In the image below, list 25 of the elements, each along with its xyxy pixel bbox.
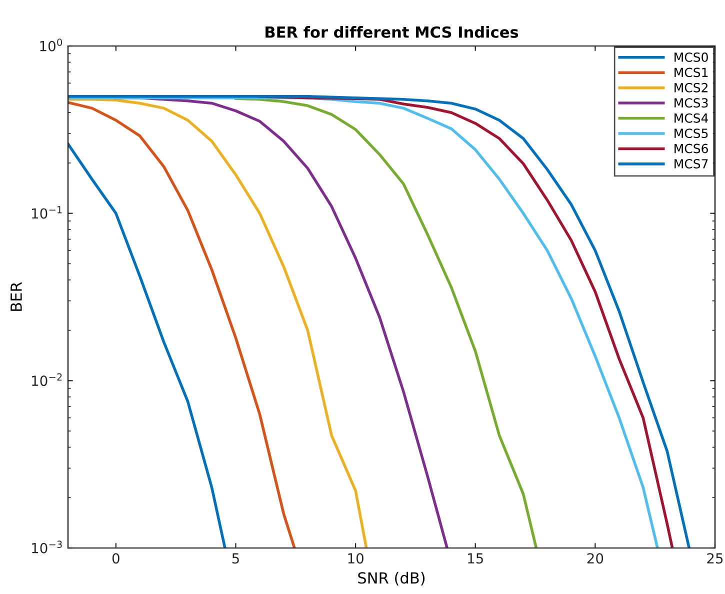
line-series xyxy=(234,97,538,548)
legend-label: MCS1 xyxy=(674,68,708,78)
legend-label: MCS0 xyxy=(674,52,708,62)
x-tick-label: 15 xyxy=(468,553,483,564)
y-tick-label: 10$^{0}$ xyxy=(40,38,62,52)
x-axis-title: SNR (dB) xyxy=(358,572,425,586)
legend-label: MCS2 xyxy=(674,82,708,92)
chart-title: BER for different MCS Indices xyxy=(266,26,518,38)
x-tick-label: 5 xyxy=(232,553,239,564)
legend-label: MCS3 xyxy=(674,98,708,108)
legend-label: MCS7 xyxy=(674,159,708,168)
x-tick-label: 20 xyxy=(587,553,604,564)
y-tick-label: 10$^{−2}$ xyxy=(32,373,62,386)
line-series xyxy=(68,98,368,548)
line-series xyxy=(68,101,296,548)
legend-label: MCS5 xyxy=(674,128,708,138)
x-tick-label: 10 xyxy=(348,553,364,564)
x-tick-label: 25 xyxy=(707,553,723,564)
y-axis-title: BER xyxy=(10,282,22,311)
legend-label: MCS4 xyxy=(674,113,708,123)
legend-label: MCS6 xyxy=(674,144,708,154)
y-tick-label: 10$^{−1}$ xyxy=(32,206,62,219)
y-tick-label: 10$^{−3}$ xyxy=(32,540,62,554)
x-tick-label: 0 xyxy=(112,553,120,564)
line-series xyxy=(68,142,226,548)
